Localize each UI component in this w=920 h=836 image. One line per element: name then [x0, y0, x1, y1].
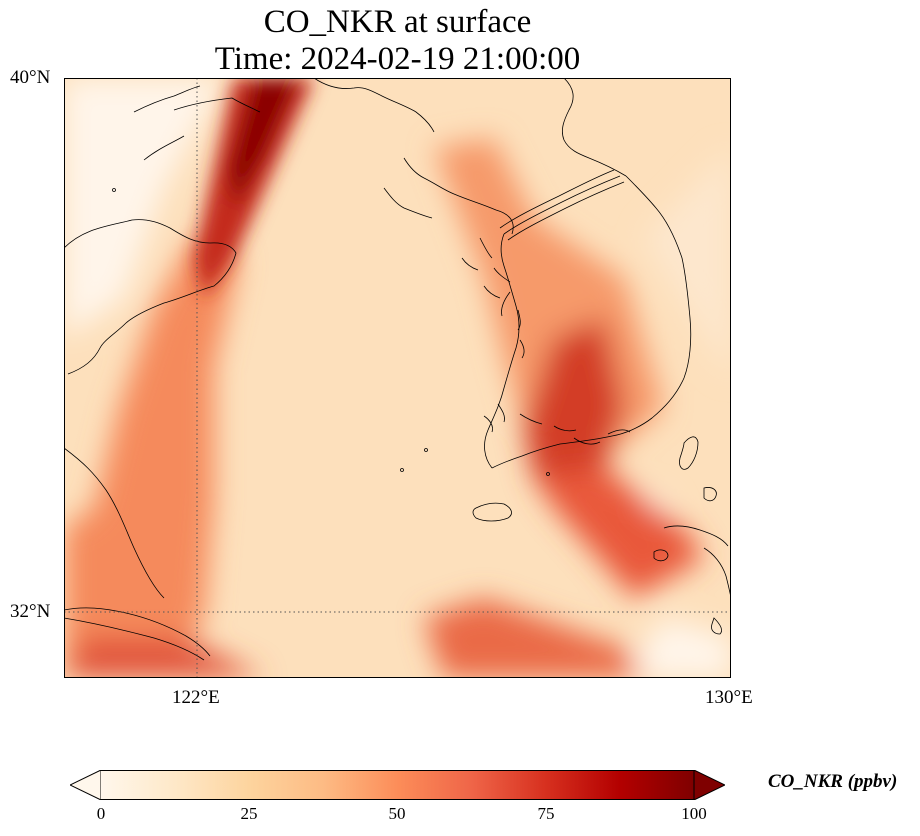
colorbar-tick-label: 0	[96, 804, 106, 823]
lon-tick-label: 130°E	[705, 687, 753, 708]
colorbar-gradient	[101, 770, 694, 800]
colorbar-tick-label: 100	[681, 804, 707, 823]
lat-tick-label: 40°N	[10, 67, 51, 88]
southwest-korea-hotspot	[524, 318, 624, 478]
lat-tick-label: 32°N	[10, 601, 51, 622]
colorbar-outline	[101, 770, 694, 800]
colorbar-label: CO_NKR (ppbv)	[768, 771, 898, 792]
jeju-kyushu-band	[534, 468, 704, 598]
gridlines	[64, 78, 731, 678]
southern-band-east	[424, 598, 644, 678]
map-timestamp: Time: 2024-02-19 21:00:00	[214, 41, 581, 77]
western-coastal-band	[64, 238, 239, 678]
clean-northwest-area	[64, 78, 224, 338]
colorbar-tick-label: 25	[240, 804, 258, 823]
southern-band	[64, 638, 264, 678]
northwest-plume	[194, 78, 314, 298]
map-frame	[64, 78, 731, 678]
colorbar-tick-label: 50	[388, 804, 406, 823]
lon-tick-label: 122°E	[172, 687, 220, 708]
clean-northeast-area	[644, 148, 731, 378]
colorbar-low-extend	[70, 770, 102, 800]
colorbar-tick-label: 75	[537, 804, 555, 823]
coastlines	[64, 78, 731, 661]
concentration-map	[64, 78, 731, 678]
colorbar-high-extend	[693, 770, 725, 800]
colorbar	[70, 770, 725, 800]
concentration-field	[64, 78, 731, 678]
map-title: CO_NKR at surface	[263, 4, 532, 40]
clean-southeast-area	[624, 618, 731, 678]
